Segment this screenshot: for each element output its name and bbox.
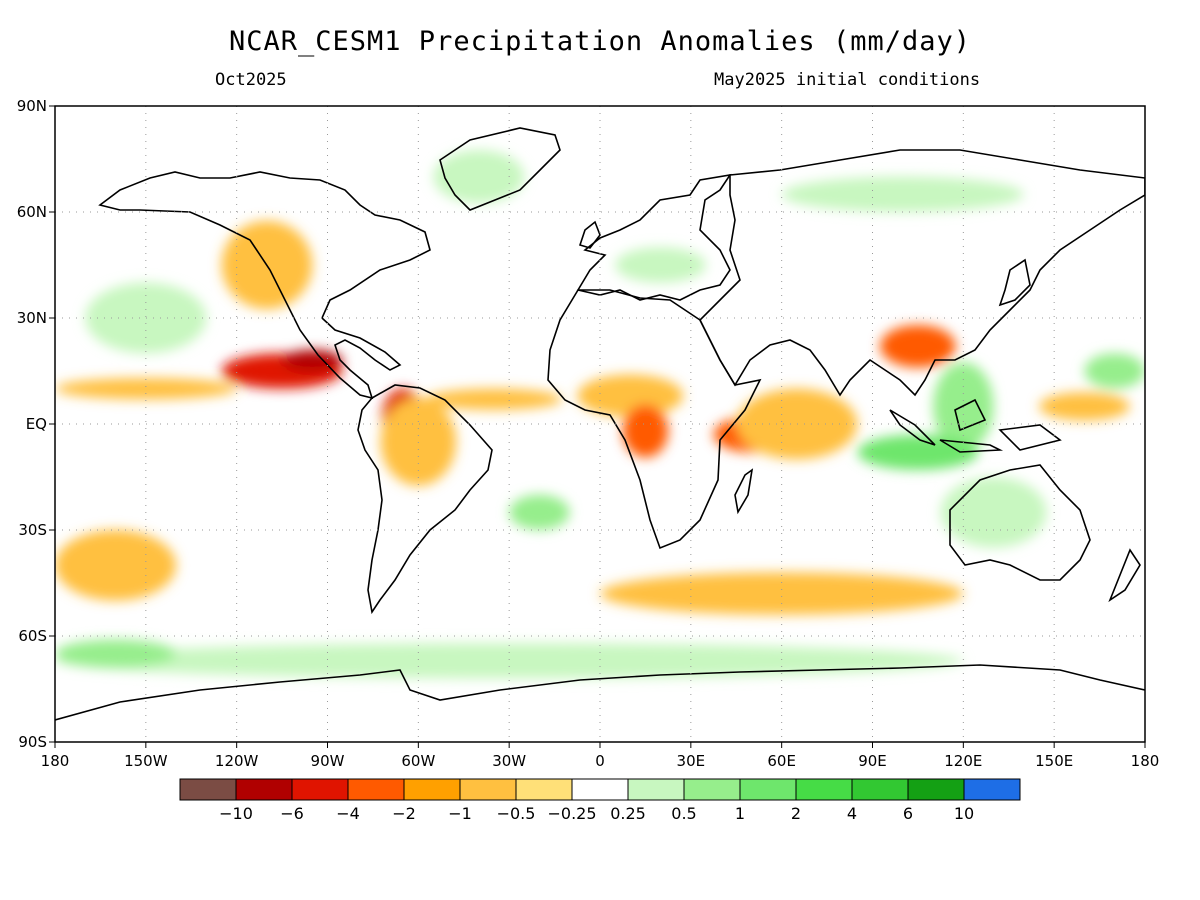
anomaly-region — [736, 388, 858, 460]
colorbar-label: −2 — [392, 804, 416, 823]
colorbar-label: −10 — [219, 804, 253, 823]
lon-label: 120E — [944, 752, 982, 770]
colorbar-swatch — [291, 778, 349, 801]
coastline-north-america — [98, 171, 431, 400]
lon-label: 30E — [677, 752, 706, 770]
coastline-new-zealand — [1108, 548, 1141, 603]
colorbar-swatch — [347, 778, 405, 801]
colorbar-label: 0.5 — [671, 804, 696, 823]
coastline-madagascar — [734, 468, 754, 515]
colorbar-label: −0.5 — [497, 804, 536, 823]
lat-label: 60N — [17, 203, 47, 221]
lon-label: 150W — [124, 752, 168, 770]
colorbar-label: −4 — [336, 804, 360, 823]
colorbar-swatch — [571, 778, 629, 801]
coastlines — [55, 127, 1145, 721]
colorbar-label: −1 — [448, 804, 472, 823]
anomaly-region — [857, 434, 979, 470]
anomaly-region — [55, 639, 177, 668]
lon-label: 60E — [767, 752, 796, 770]
colorbar-swatch — [403, 778, 461, 801]
colorbar-label: 0.25 — [610, 804, 646, 823]
lat-label: 30S — [18, 521, 47, 539]
anomaly-region — [577, 374, 684, 417]
colorbar-label: −0.25 — [547, 804, 596, 823]
anomaly-region — [380, 397, 457, 486]
lon-label: 90W — [311, 752, 345, 770]
anomaly-region — [282, 349, 343, 371]
lon-label: 30W — [492, 752, 526, 770]
anomaly-region — [781, 176, 1024, 212]
coastline-indonesia — [889, 398, 1062, 453]
coastline-antarctica — [55, 664, 1145, 721]
coastline-asia — [699, 149, 1145, 397]
colorbar-label: 10 — [954, 804, 974, 823]
colorbar-label: 1 — [735, 804, 745, 823]
lat-label: 30N — [17, 309, 47, 327]
anomaly-region — [1084, 353, 1145, 389]
coastline-africa — [547, 289, 762, 550]
coastline-australia — [949, 464, 1091, 581]
coastline-greenland — [439, 127, 561, 211]
anomaly-region — [622, 404, 669, 458]
anomaly-region — [509, 494, 570, 530]
anomaly-region — [880, 325, 956, 368]
coastline-uk — [578, 220, 601, 249]
colorbar-swatch — [627, 778, 685, 801]
colorbar-label: 2 — [791, 804, 801, 823]
lon-label: 0 — [595, 752, 605, 770]
anomaly-region — [940, 476, 1047, 548]
lat-label: 90S — [18, 733, 47, 751]
anomaly-region — [1039, 392, 1130, 421]
lon-label: 180 — [41, 752, 70, 770]
lon-label: 120W — [215, 752, 259, 770]
chart-title: NCAR_CESM1 Precipitation Anomalies (mm/d… — [229, 26, 971, 57]
colorbar-swatch — [851, 778, 909, 801]
latitude-axis: 90N 60N 30N EQ 30S 60S 90S — [17, 97, 55, 751]
colorbar-swatch — [459, 778, 517, 801]
lon-label: 60W — [401, 752, 435, 770]
colorbar-swatch — [683, 778, 741, 801]
coastline-japan — [998, 258, 1031, 307]
lon-label: 150E — [1035, 752, 1073, 770]
lon-label: 90E — [858, 752, 887, 770]
lon-label: 180 — [1131, 752, 1160, 770]
valid-month: Oct2025 — [215, 70, 287, 90]
anomaly-region — [85, 282, 207, 354]
init-conditions: May2025 initial conditions — [714, 70, 981, 90]
colorbar-swatch — [795, 778, 853, 801]
longitude-axis: 180 150W 120W 90W 60W 30W 0 30E 60E 90E 120E 150E 18… — [41, 742, 1160, 770]
colorbar-label: 4 — [847, 804, 857, 823]
anomaly-region — [55, 643, 964, 679]
lat-label: 90N — [17, 97, 47, 115]
anomaly-region — [433, 150, 525, 204]
colorbar-label: 6 — [903, 804, 913, 823]
anomaly-region — [55, 378, 237, 400]
lat-label: EQ — [26, 415, 47, 433]
anomaly-region — [615, 247, 706, 283]
colorbar-swatch — [235, 778, 293, 801]
grid-lines — [55, 106, 1145, 742]
anomaly-region — [55, 530, 177, 601]
colorbar-swatch — [515, 778, 573, 801]
colorbar: −10 −6 −4 −2 −1 −0.5 −0.25 0.25 0.5 1 2 4 6 10 — [179, 778, 1021, 823]
coastline-south-america — [357, 384, 493, 615]
colorbar-swatch — [907, 778, 965, 801]
colorbar-swatch — [179, 778, 237, 801]
colorbar-label: −6 — [280, 804, 304, 823]
anomaly-region — [600, 572, 964, 615]
colorbar-swatch — [963, 778, 1021, 801]
colorbar-swatch — [739, 778, 797, 801]
lat-label: 60S — [18, 627, 47, 645]
coastline-europe — [576, 173, 732, 301]
anomaly-region — [425, 388, 563, 410]
